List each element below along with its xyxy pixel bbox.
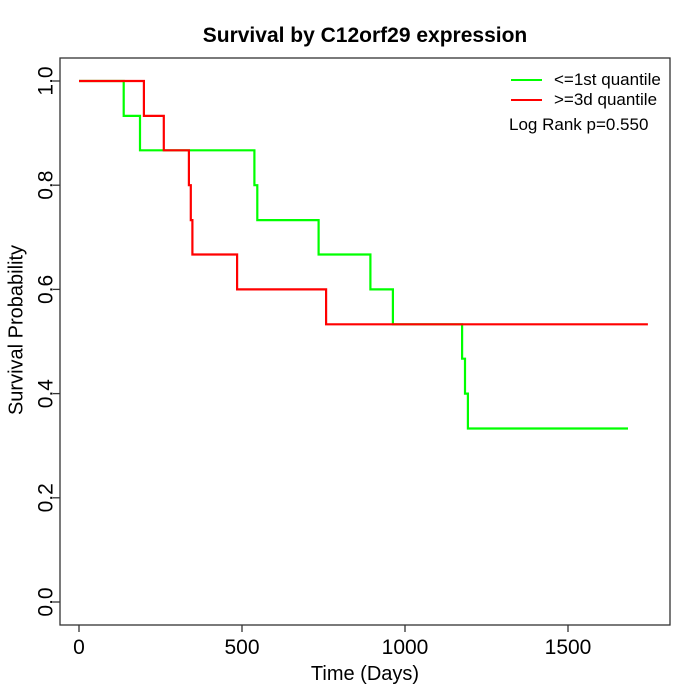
y-axis-tick-label: 1.0 [34,66,57,95]
chart-title: Survival by C12orf29 expression [202,24,528,47]
x-axis-label: Time (Days) [310,663,420,685]
y-axis-tick-label: 0.4 [34,379,57,409]
x-axis-tick-label: 1000 [382,636,429,659]
log-rank-annotation: Log Rank p=0.550 [509,115,649,134]
x-axis-tick-label: 1500 [545,636,592,659]
y-axis-tick-label: 0.0 [34,587,57,616]
y-axis-tick-label: 0.6 [34,275,57,304]
x-axis-tick-label: 0 [73,636,85,659]
legend-label-first-quantile: <=1st quantile [554,70,661,89]
y-axis-tick-label: 0.8 [34,171,57,200]
plot-border [59,57,671,626]
survival-curve-first-quantile [79,79,628,430]
y-axis-tick-label: 0.2 [34,483,57,512]
survival-curve-third-quantile [79,79,648,326]
green-curve-swatch-icon [511,79,542,81]
red-curve-swatch-icon [511,99,542,101]
legend: <=1st quantile >=3d quantile Log Rank p=… [509,70,661,135]
x-axis-tick-label: 500 [224,636,259,659]
legend-label-third-quantile: >=3d quantile [554,90,658,109]
legend-item-third-quantile: >=3d quantile [511,90,661,110]
legend-item-first-quantile: <=1st quantile [511,70,661,90]
